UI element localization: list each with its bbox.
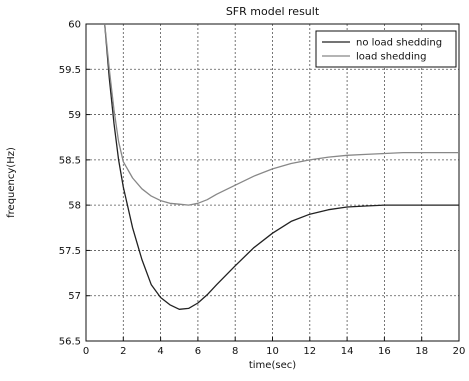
x-tick-label: 10 — [266, 346, 279, 357]
x-tick-label: 4 — [157, 346, 163, 357]
x-tick-label: 8 — [232, 346, 238, 357]
chart-title: SFR model result — [226, 5, 320, 18]
y-tick-label: 59.5 — [59, 65, 81, 76]
series-lines — [104, 23, 459, 310]
x-tick-label: 16 — [378, 346, 391, 357]
grid — [86, 24, 459, 341]
x-tick-label: 6 — [195, 346, 201, 357]
x-tick-label: 18 — [415, 346, 428, 357]
x-tick-label: 14 — [341, 346, 354, 357]
x-tick-label: 12 — [303, 346, 316, 357]
y-tick-label: 59 — [68, 110, 81, 121]
y-tick-label: 58.5 — [59, 155, 81, 166]
x-tick-label: 0 — [83, 346, 89, 357]
y-tick-label: 57 — [68, 291, 81, 302]
y-tick-label: 60 — [68, 20, 81, 31]
y-axis-title: frequency(Hz) — [6, 147, 17, 218]
y-tick-label: 57.5 — [59, 246, 81, 257]
x-tick-label: 2 — [120, 346, 126, 357]
series-line-load-shedding — [104, 23, 459, 206]
y-tick-label: 56.5 — [59, 337, 81, 348]
legend-box — [315, 30, 457, 68]
series-line-no-load-shedding — [104, 23, 459, 310]
legend-label-no-load-shedding: no load shedding — [356, 38, 442, 49]
x-tick-label: 20 — [453, 346, 466, 357]
legend: no load shedding load shedding — [315, 30, 457, 68]
x-axis-title: time(sec) — [249, 360, 296, 371]
legend-label-load-shedding: load shedding — [356, 52, 426, 63]
y-tick-label: 58 — [68, 201, 81, 212]
ticks: 0 2 4 6 8 10 12 14 16 18 20 56.5 57 57.5 58 58.5 59 59.5 6… — [59, 20, 466, 358]
